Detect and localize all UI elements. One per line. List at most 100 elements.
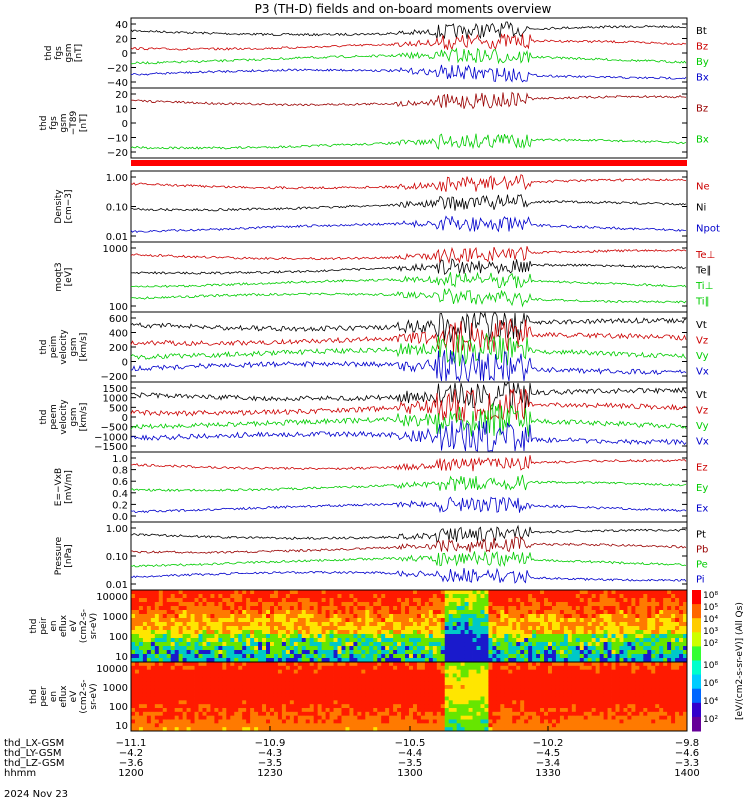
- heatmap-cell: [186, 590, 191, 595]
- heatmap-cell: [357, 638, 362, 643]
- heatmap-cell: [536, 719, 541, 724]
- heatmap-cell: [512, 727, 517, 732]
- heatmap-cell: [242, 642, 247, 647]
- heatmap-cell: [321, 654, 326, 659]
- heatmap-cell: [448, 614, 454, 619]
- heatmap-cell: [138, 708, 144, 713]
- heatmap-cell: [615, 650, 620, 655]
- heatmap-cell: [540, 650, 545, 655]
- heatmap-cell: [186, 658, 191, 663]
- heatmap-cell: [142, 654, 148, 659]
- heatmap-cell: [270, 626, 275, 631]
- heatmap-cell: [619, 646, 624, 651]
- heatmap-cell: [500, 622, 505, 627]
- heatmap-cell: [456, 590, 462, 595]
- heatmap-cell: [250, 610, 255, 615]
- heatmap-cell: [317, 590, 323, 595]
- heatmap-cell: [186, 688, 191, 694]
- heatmap-cell: [377, 642, 382, 647]
- heatmap-cell: [182, 590, 187, 595]
- heatmap-cell: [321, 598, 326, 603]
- heatmap-cell: [377, 696, 382, 701]
- heatmap-cell: [563, 696, 569, 701]
- heatmap-cell: [631, 590, 636, 595]
- heatmap-cell: [131, 642, 136, 647]
- heatmap-cell: [484, 708, 489, 713]
- heatmap-cell: [611, 610, 616, 615]
- heatmap-cell: [643, 626, 648, 631]
- heatmap-cell: [643, 646, 648, 651]
- heatmap-cell: [246, 610, 251, 615]
- heatmap-cell: [154, 658, 160, 663]
- heatmap-cell: [214, 715, 219, 720]
- heatmap-cell: [365, 669, 370, 674]
- heatmap-cell: [488, 630, 493, 635]
- heatmap-cell: [409, 688, 414, 694]
- heatmap-cell: [416, 614, 422, 619]
- heatmap-cell: [615, 681, 620, 686]
- heatmap-cell: [599, 669, 604, 674]
- heatmap-cell: [512, 658, 517, 663]
- heatmap-cell: [528, 658, 533, 663]
- heatmap-cell: [619, 685, 624, 690]
- heatmap-cell: [266, 630, 271, 635]
- heatmap-cell: [544, 642, 549, 647]
- heatmap-cell: [254, 602, 259, 607]
- heatmap-cell: [428, 658, 434, 663]
- heatmap-cell: [420, 696, 426, 701]
- heatmap-cell: [567, 634, 573, 639]
- heatmap-cell: [158, 692, 164, 697]
- heatmap-cell: [166, 677, 172, 682]
- heatmap-cell: [444, 727, 450, 732]
- heatmap-cell: [516, 598, 521, 603]
- heatmap-cell: [428, 665, 434, 671]
- heatmap-cell: [242, 650, 247, 655]
- heatmap-cell: [627, 630, 632, 635]
- heatmap-cell: [484, 626, 489, 631]
- heatmap-cell: [420, 669, 426, 674]
- heatmap-cell: [385, 646, 390, 651]
- heatmap-cell: [512, 685, 517, 690]
- heatmap-cell: [416, 622, 422, 627]
- heatmap-cell: [440, 662, 446, 667]
- heatmap-cell: [651, 646, 656, 651]
- heatmap-cell: [452, 650, 458, 655]
- heatmap-cell: [365, 704, 370, 709]
- heatmap-cell: [202, 594, 207, 599]
- heatmap-cell: [234, 590, 239, 595]
- heatmap-cell: [134, 708, 140, 713]
- heatmap-cell: [242, 646, 247, 651]
- heatmap-cell: [468, 708, 473, 713]
- heatmap-cell: [170, 602, 176, 607]
- heatmap-cell: [496, 658, 501, 663]
- heatmap-cell: [174, 662, 180, 667]
- heatmap-cell: [575, 692, 581, 697]
- heatmap-cell: [266, 681, 271, 686]
- heatmap-cell: [488, 610, 493, 615]
- heatmap-cell: [468, 711, 473, 717]
- heatmap-cell: [321, 594, 326, 599]
- heatmap-cell: [158, 688, 164, 694]
- heatmap-cell: [377, 654, 382, 659]
- heatmap-cell: [254, 685, 259, 690]
- heatmap-cell: [142, 602, 148, 607]
- heatmap-cell: [611, 696, 616, 701]
- heatmap-cell: [452, 669, 458, 674]
- heatmap-cell: [174, 634, 180, 639]
- heatmap-cell: [393, 594, 398, 599]
- heatmap-cell: [277, 692, 283, 697]
- heatmap-cell: [559, 700, 565, 705]
- heatmap-cell: [476, 610, 481, 615]
- heatmap-cell: [317, 711, 323, 717]
- heatmap-cell: [262, 715, 267, 720]
- heatmap-cell: [412, 700, 418, 705]
- heatmap-cell: [401, 673, 406, 678]
- heatmap-cell: [369, 646, 374, 651]
- heatmap-cell: [555, 727, 561, 732]
- heatmap-cell: [468, 685, 473, 690]
- heatmap-cell: [238, 642, 243, 647]
- heatmap-cell: [456, 708, 462, 713]
- heatmap-cell: [234, 646, 239, 651]
- heatmap-cell: [162, 590, 168, 595]
- heatmap-cell: [440, 630, 446, 635]
